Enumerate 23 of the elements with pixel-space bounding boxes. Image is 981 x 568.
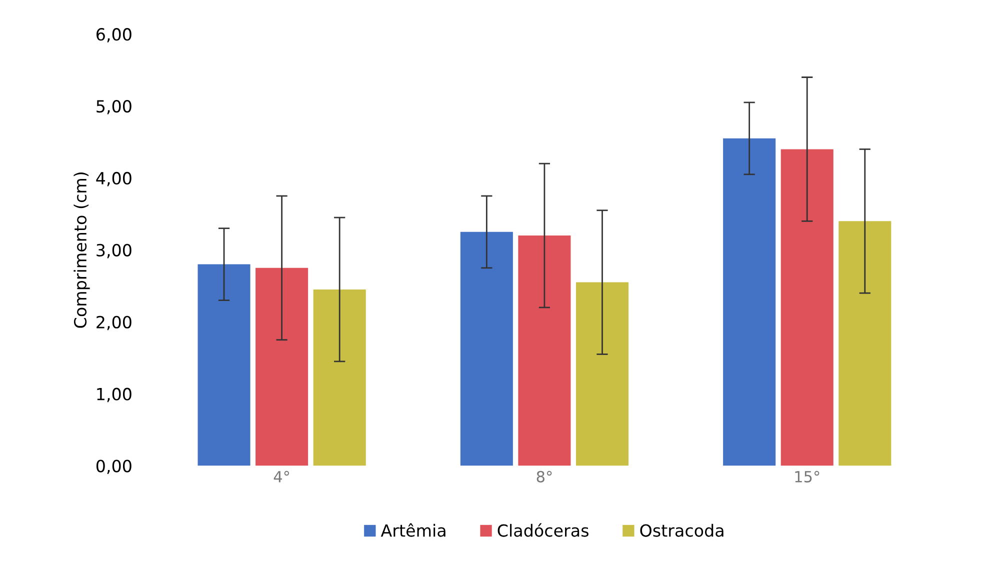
y-tick-label: 4,00 <box>96 172 132 186</box>
bar <box>576 282 629 466</box>
legend-label: Artêmia <box>380 523 446 537</box>
y-tick-label: 2,00 <box>96 316 132 330</box>
legend-label: Cladóceras <box>498 523 588 537</box>
bar <box>723 138 776 466</box>
y-tick-label: 0,00 <box>96 460 132 474</box>
y-tick-label: 1,00 <box>97 388 132 402</box>
y-tick-label: 5,00 <box>96 100 132 114</box>
bar <box>198 264 250 466</box>
x-tick-label: 4° <box>274 470 290 482</box>
bar <box>838 221 892 466</box>
x-tick-label: 15° <box>795 470 820 482</box>
bar <box>460 232 513 466</box>
bar <box>256 268 308 466</box>
y-axis-title: Comprimento (cm) <box>74 172 90 328</box>
x-tick-label: 8° <box>536 470 552 482</box>
bar <box>313 289 366 466</box>
y-tick-label: 6,00 <box>96 28 132 42</box>
bar <box>780 149 834 466</box>
legend-label: Ostracoda <box>640 524 724 537</box>
bar <box>518 236 571 466</box>
y-tick-label: 3,00 <box>96 244 132 258</box>
